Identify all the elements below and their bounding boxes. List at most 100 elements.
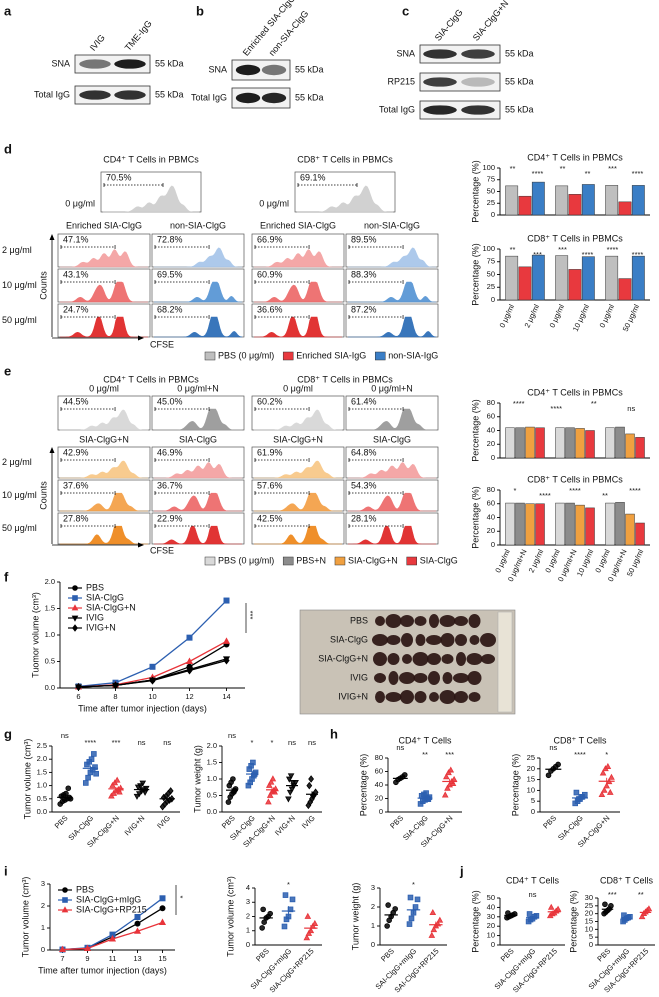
legend-swatch <box>282 556 294 566</box>
tumor <box>440 633 455 647</box>
data-point <box>573 789 580 796</box>
data-point <box>627 914 633 920</box>
y-axis-label: Percentage (%) <box>510 754 520 817</box>
legend-marker <box>61 906 69 913</box>
data-point <box>88 756 95 762</box>
gate-percentage: 42.9% <box>63 447 89 457</box>
panel-label: a <box>4 3 12 18</box>
gate-percentage: 27.8% <box>63 513 89 523</box>
significance: ** <box>585 169 591 178</box>
gate-percentage: 60.2% <box>257 396 283 406</box>
y-tick-label: 25 <box>487 282 495 291</box>
arrow-head <box>138 335 144 341</box>
tumor <box>456 652 466 666</box>
arrow-head <box>49 234 55 240</box>
legend-label: IVIG+N <box>86 622 116 632</box>
data-point <box>608 773 615 780</box>
bar <box>605 427 615 459</box>
data-point <box>608 903 614 909</box>
x-tick-label: 13 <box>133 954 141 963</box>
data-point <box>113 776 121 783</box>
y-tick-label: 5 <box>531 796 535 805</box>
tumor <box>466 653 483 665</box>
y-tick-label: 60 <box>375 766 383 775</box>
data-point <box>282 892 289 898</box>
data-point <box>449 779 457 786</box>
data-point <box>250 759 256 766</box>
histogram <box>254 249 342 268</box>
histogram <box>254 492 342 512</box>
data-point <box>638 913 646 920</box>
y-axis-label: Percentage (%) <box>470 160 480 223</box>
bar <box>585 507 595 546</box>
dose-label: 2 μg/ml <box>2 245 32 255</box>
histogram <box>60 492 148 512</box>
bar <box>605 185 619 216</box>
significance: **** <box>550 404 562 413</box>
data-point <box>401 772 408 778</box>
data-point <box>430 926 438 933</box>
gate-percentage: 37.6% <box>63 480 89 490</box>
y-axis-label: Counts <box>38 481 48 510</box>
y-tick-label: 0 <box>246 940 250 949</box>
tumor <box>414 616 427 626</box>
significance: * <box>176 896 185 899</box>
gate-percentage: 42.5% <box>257 513 283 523</box>
bar <box>618 201 632 216</box>
blot-band <box>261 92 287 104</box>
data-point <box>599 769 607 776</box>
bar <box>535 503 545 546</box>
y-tick-label: 60 <box>487 499 495 508</box>
y-tick-label: 30 <box>585 893 593 902</box>
bar <box>505 502 515 546</box>
legend-label: non-SIA-IgG <box>388 350 438 360</box>
size-label: 55 kDa <box>505 104 534 114</box>
bar <box>515 427 525 459</box>
tumor <box>375 616 385 626</box>
bar <box>631 255 645 301</box>
data-point <box>429 908 437 916</box>
histogram <box>254 281 342 303</box>
y-axis-label: Percentage (%) <box>470 890 480 953</box>
bar <box>631 185 645 216</box>
y-tick-label: 20 <box>527 764 535 773</box>
y-tick-label: 0 <box>491 940 495 949</box>
data-point <box>141 789 149 796</box>
legend-swatch <box>282 351 294 361</box>
data-point <box>306 781 313 790</box>
data-point <box>112 681 119 690</box>
legend-label: SIA-ClgG+N <box>86 602 136 612</box>
data-point <box>645 905 653 912</box>
y-tick-label: 2 <box>371 902 375 911</box>
column-header: SIA-ClgG+N <box>273 434 323 444</box>
bar <box>635 437 645 459</box>
control-label: 0 μg/ml+N <box>371 383 412 393</box>
tumor <box>385 614 402 628</box>
significance: **** <box>539 491 551 500</box>
histogram <box>348 281 437 303</box>
y-tick-label: 0 <box>531 807 535 816</box>
data-point <box>505 910 511 916</box>
histogram <box>154 492 242 512</box>
histogram <box>254 460 342 479</box>
data-point <box>545 772 552 779</box>
blot-band <box>423 77 457 87</box>
data-point <box>186 666 193 675</box>
panel-label: i <box>4 863 8 878</box>
legend-swatch <box>334 556 346 566</box>
chart-title: CD4⁺ T Cells <box>506 875 559 885</box>
tumor <box>375 691 385 703</box>
tumor <box>469 635 480 645</box>
significance: ns <box>529 890 537 899</box>
tumor <box>454 616 468 626</box>
control-label: 0 μg/ml <box>89 383 119 393</box>
bar <box>515 502 525 546</box>
y-tick-label: 2.0 <box>207 741 217 750</box>
y-tick-label: 0 <box>589 940 593 949</box>
y-tick-label: 100 <box>482 163 495 172</box>
significance: ns <box>549 743 557 752</box>
y-tick-label: 100 <box>482 244 495 253</box>
y-tick-label: 40 <box>487 902 495 911</box>
lane-label: TME-IgG <box>123 18 154 52</box>
panel-label: j <box>459 863 464 878</box>
